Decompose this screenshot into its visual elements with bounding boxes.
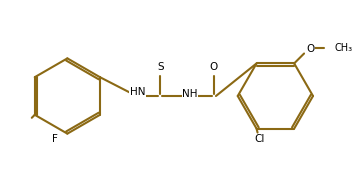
Text: O: O [306, 44, 314, 54]
Text: NH: NH [182, 89, 198, 99]
Text: S: S [157, 62, 164, 72]
Text: F: F [52, 134, 57, 144]
Text: CH₃: CH₃ [335, 43, 353, 53]
Text: O: O [210, 62, 218, 72]
Text: HN: HN [130, 87, 146, 97]
Text: Cl: Cl [254, 134, 265, 145]
